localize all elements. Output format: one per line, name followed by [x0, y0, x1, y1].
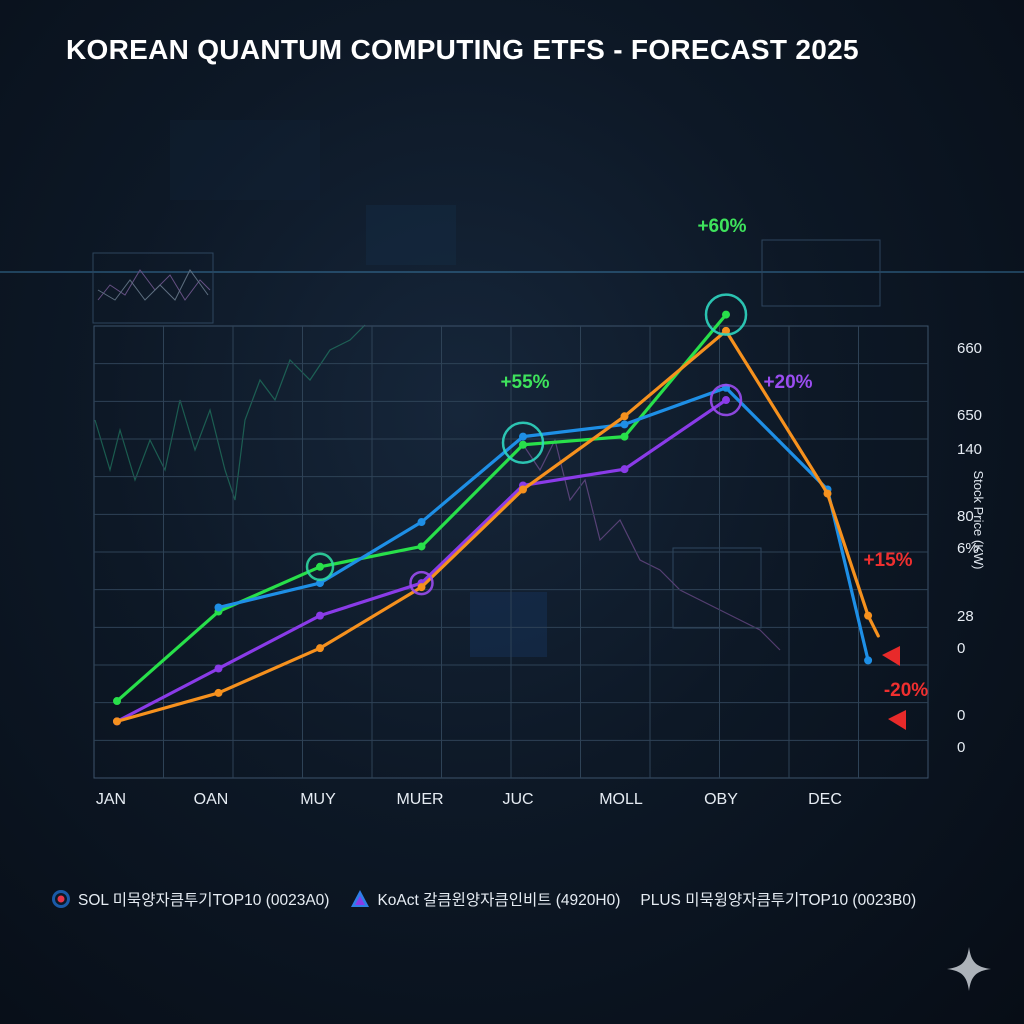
data-point — [316, 579, 324, 588]
data-point — [316, 562, 324, 571]
y-tick-label: 0 — [957, 739, 965, 756]
data-point — [417, 583, 426, 592]
y-tick-label: 0 — [957, 707, 965, 724]
x-tick-label: OAN — [194, 791, 229, 808]
data-point — [864, 611, 873, 620]
chart-series — [113, 293, 880, 726]
data-point — [417, 542, 426, 551]
y-axis-label: Stock Price (KW) — [971, 471, 986, 570]
series-line — [115, 398, 728, 723]
data-point — [823, 489, 832, 498]
sparkle-icon — [947, 947, 991, 991]
data-point — [214, 688, 223, 697]
legend-label: SOL 미묵양자큼투기TOP10 (0023A0) — [78, 892, 330, 909]
series-line — [115, 312, 728, 703]
annotation-label: +15% — [863, 550, 912, 571]
down-arrow-icon — [888, 710, 906, 730]
data-point — [620, 432, 629, 441]
data-point — [417, 518, 426, 527]
annotation-label: -20% — [884, 680, 928, 701]
x-tick-label: DEC — [808, 791, 842, 808]
data-point — [113, 717, 121, 726]
chart-legend: SOL 미묵양자큼투기TOP10 (0023A0) KoAct 갈큼윈양자큼인비… — [50, 888, 916, 910]
series-line — [216, 386, 870, 662]
legend-label: PLUS 미묵윙양자큼투기TOP10 (0023B0) — [640, 892, 917, 909]
y-tick-label: 0 — [957, 640, 965, 657]
data-point — [722, 396, 730, 405]
data-point — [316, 644, 324, 653]
legend-item-koact: KoAct 갈큼윈양자큼인비트 (4920H0) — [349, 888, 620, 910]
chart-title: KOREAN QUANTUM COMPUTING ETFS - FORECAST… — [66, 34, 859, 65]
x-tick-label: MUER — [396, 791, 443, 808]
data-point — [113, 697, 121, 706]
x-tick-label: MOLL — [599, 791, 643, 808]
annotation-label: +60% — [697, 216, 746, 237]
series-line — [115, 329, 880, 723]
data-point — [722, 310, 730, 319]
legend-item-sol: SOL 미묵양자큼투기TOP10 (0023A0) — [50, 888, 329, 910]
down-arrow-icon — [882, 646, 900, 666]
y-tick-label: 660 — [957, 340, 982, 357]
y-tick-label: 80 — [957, 508, 974, 525]
data-point — [620, 420, 629, 429]
y-tick-label: 6% — [957, 540, 979, 557]
annotation-label: +20% — [763, 372, 812, 393]
data-point — [620, 412, 629, 421]
legend-item-plus: PLUS 미묵윙양자큼투기TOP10 (0023B0) — [640, 888, 916, 910]
y-tick-label: 140 — [957, 441, 982, 458]
data-point — [214, 664, 223, 673]
data-point — [519, 440, 527, 449]
chart-labels: JAN OAN MUY MUER JUC MOLL OBY DEC 660 650 140 80 6% 2… — [96, 216, 986, 808]
highlight-ring — [709, 383, 743, 417]
highlight-ring — [704, 293, 748, 336]
data-point — [620, 465, 629, 474]
y-tick-label: 650 — [957, 407, 982, 424]
x-tick-label: JUC — [502, 791, 533, 808]
highlight-ring — [305, 552, 335, 582]
annotation-label: +55% — [500, 372, 549, 393]
background-decoration — [0, 120, 1024, 657]
chart-grid — [93, 325, 929, 779]
data-point — [519, 485, 527, 494]
data-point — [214, 603, 223, 612]
y-tick-label: 28 — [957, 608, 974, 625]
x-tick-label: OBY — [704, 791, 738, 808]
triangle-logo-icon — [351, 890, 370, 907]
legend-label: KoAct 갈큼윈양자큼인비트 (4920H0) — [377, 892, 621, 909]
highlight-ring — [501, 421, 545, 465]
data-point — [864, 656, 873, 665]
data-point — [519, 432, 527, 441]
data-point — [316, 611, 324, 620]
x-tick-label: MUY — [300, 791, 336, 808]
x-tick-label: JAN — [96, 791, 126, 808]
highlight-ring — [409, 570, 434, 596]
data-point — [722, 326, 730, 335]
target-icon — [52, 890, 70, 908]
